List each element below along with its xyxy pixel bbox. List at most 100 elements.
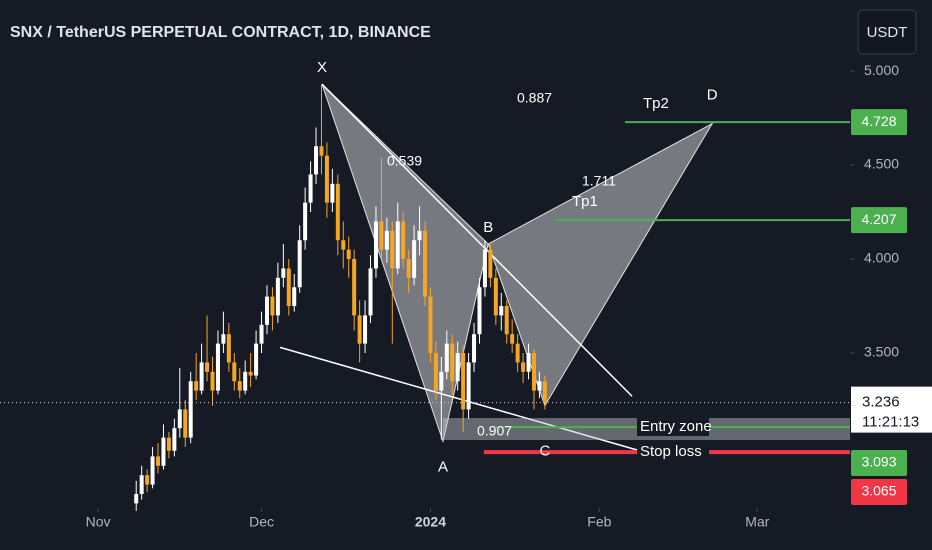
candle-body (264, 296, 269, 325)
candle-body (161, 437, 166, 466)
candle-body (286, 268, 291, 307)
x-tick-label: 2024 (415, 514, 446, 530)
y-tick-label: 4.500 (864, 156, 899, 172)
candle-body (384, 230, 389, 250)
currency-label[interactable]: USDT (867, 24, 908, 41)
overlay: X A B C D Tp2 Tp1 Entry zone Stop loss (317, 59, 718, 475)
candle-body (472, 334, 477, 363)
candle-body (368, 268, 373, 316)
candle-body (297, 240, 302, 288)
candle-body (226, 334, 231, 363)
candle-body (461, 353, 466, 410)
candle-body (450, 343, 455, 382)
candle-body (444, 343, 449, 372)
harmonic-leg (487, 122, 714, 407)
ratio-label: 0.887 (517, 90, 552, 106)
candle-body (493, 277, 498, 316)
candle-body (237, 381, 242, 391)
candle-body (139, 475, 144, 494)
candle-body (172, 428, 177, 451)
scale-tag-bg (851, 479, 907, 505)
candle-body (194, 381, 199, 391)
candle-body (373, 221, 378, 269)
candle-body (526, 353, 531, 372)
level-label: Tp2 (643, 95, 669, 112)
candle-body (542, 381, 547, 403)
candle-body (156, 456, 161, 466)
candle-body (423, 230, 427, 297)
y-tick-label: 3.500 (864, 344, 899, 360)
candle-body (406, 259, 411, 278)
price-tag: 4.207 (861, 211, 896, 227)
candle-body (357, 315, 362, 344)
candle-body (488, 249, 493, 278)
candle-body (324, 155, 329, 203)
candle-body (254, 343, 259, 376)
last-price-tag-bg (851, 386, 932, 433)
level-label-bg (637, 443, 709, 462)
candle-body (188, 381, 193, 438)
level-label: Stop loss (640, 443, 702, 460)
scale-tag: 3.065 (861, 483, 896, 499)
pattern-point-label: B (483, 219, 493, 236)
candle-body (232, 362, 237, 382)
candle-body (221, 334, 226, 344)
candle-body (417, 230, 422, 241)
candle-body (439, 371, 444, 391)
candle-body (177, 409, 182, 429)
last-price-tag: 3.236 (862, 394, 900, 411)
x-tick-label: Feb (587, 514, 611, 530)
candle-body (379, 221, 384, 250)
candle-body (308, 174, 313, 203)
price-tag-bg (851, 109, 907, 136)
y-tick-label: 4.000 (864, 250, 899, 266)
candle-body (537, 381, 542, 391)
candle-body (482, 249, 487, 288)
candle-body (205, 362, 210, 372)
ratio-label: 1.711 (582, 173, 616, 189)
currency-button[interactable] (857, 9, 917, 55)
candle-body (531, 353, 536, 391)
candle-body (215, 343, 220, 391)
candle-body (390, 230, 395, 269)
candle-body (428, 296, 433, 354)
candle-body (341, 240, 346, 250)
chart-title: SNX / TetherUS PERPETUAL CONTRACT, 1D, B… (10, 24, 431, 41)
candle-body (466, 362, 471, 410)
candle-body (521, 362, 526, 372)
candle-body (319, 146, 324, 156)
candle-body (314, 146, 319, 175)
candle-body (477, 287, 482, 335)
candle-body (275, 277, 280, 316)
candle-body (412, 240, 417, 278)
candle-body (292, 287, 297, 307)
candle-body (352, 259, 357, 316)
pattern-point-label: D (707, 87, 718, 104)
candle-body (346, 249, 351, 260)
trendline (279, 346, 640, 452)
countdown: 11:21:13 (862, 414, 919, 431)
candle-body (303, 202, 308, 241)
trendline (321, 83, 633, 397)
candle-body (363, 315, 368, 344)
ratio-label: 0.907 (477, 423, 512, 439)
y-tick-label: 5.000 (864, 62, 899, 78)
candle-body (433, 353, 438, 391)
candle-body (243, 371, 248, 391)
pattern-point-label: A (438, 458, 448, 475)
candle-body (248, 371, 253, 376)
candle-body (281, 268, 286, 278)
candle-body (510, 334, 515, 344)
candle-body (183, 409, 188, 438)
level-label: Entry zone (640, 418, 712, 435)
scale-tag-bg (851, 450, 907, 476)
candle-body (395, 221, 400, 269)
candle-body (330, 183, 335, 203)
x-tick-label: Nov (86, 514, 111, 530)
candle-body (504, 306, 509, 335)
candle-body (499, 306, 504, 316)
candle-body (455, 353, 460, 382)
candle-body (134, 493, 139, 504)
